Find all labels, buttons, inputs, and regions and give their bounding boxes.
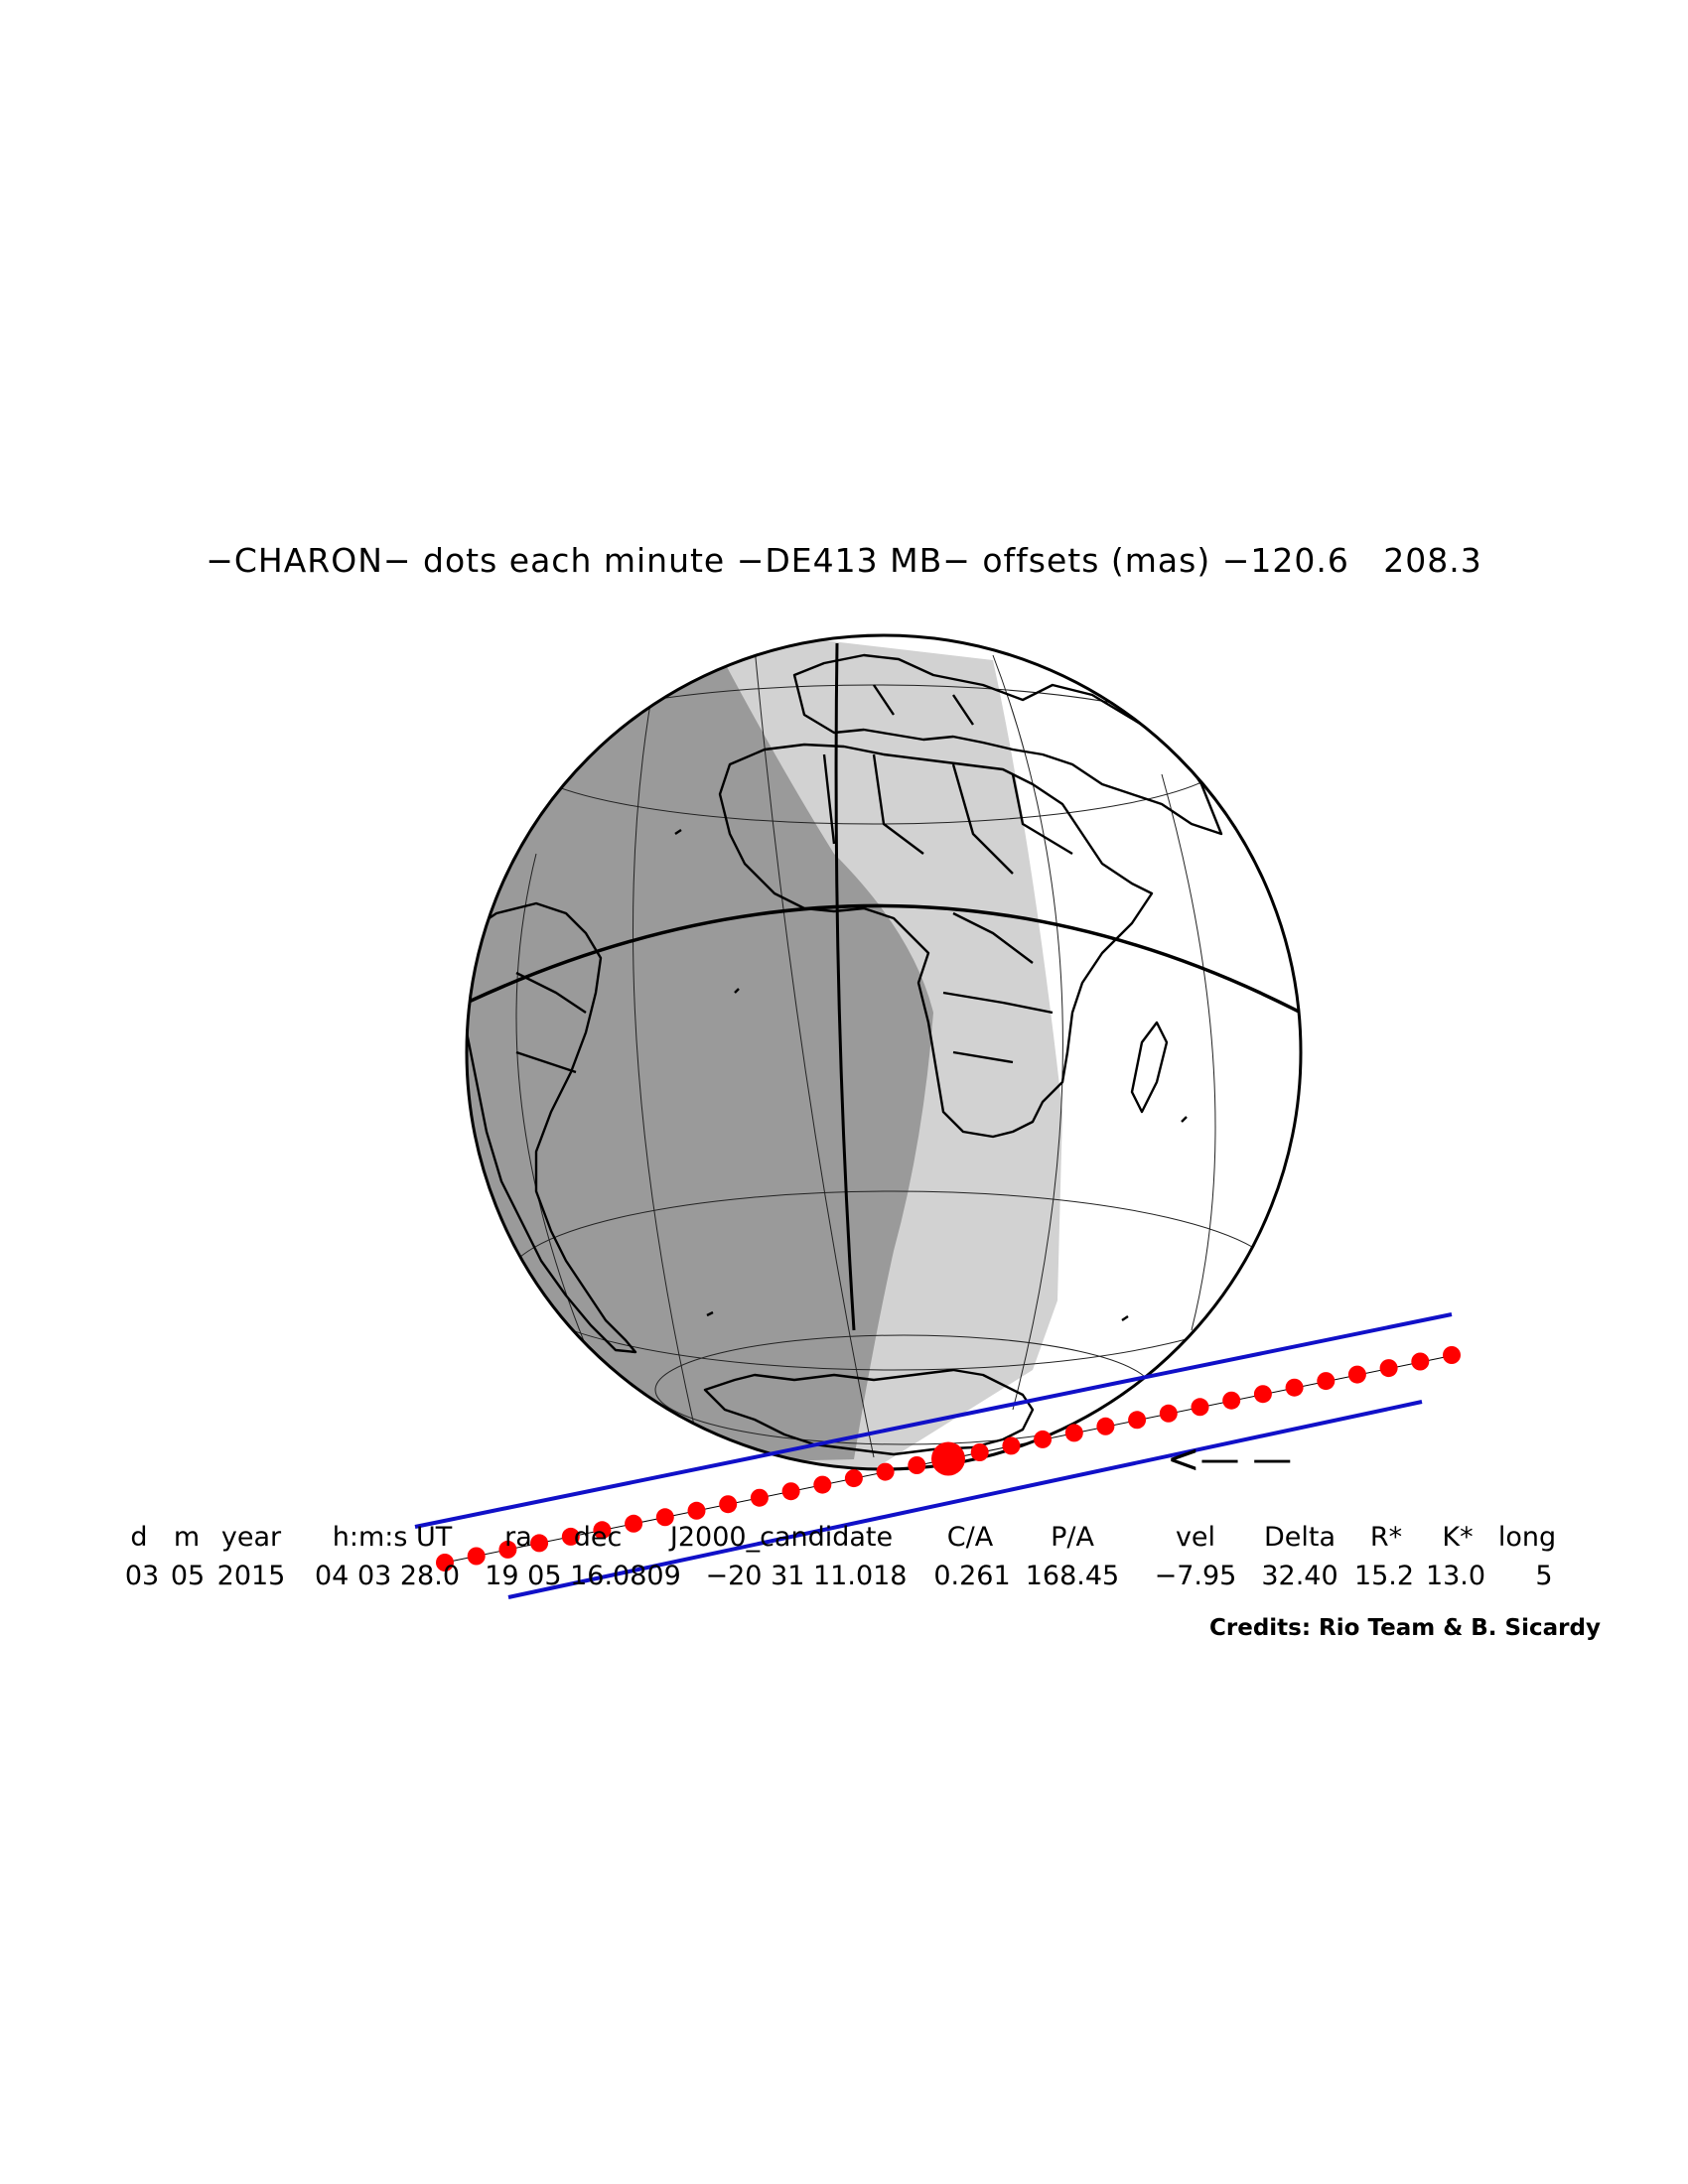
meridian-line (1161, 773, 1216, 1331)
value-year: 2015 (216, 1561, 286, 1591)
track-dot (467, 1547, 486, 1566)
shadow-limit-south (507, 1400, 1423, 1599)
value-ca: 0.261 (933, 1561, 1011, 1591)
track-dot (561, 1527, 580, 1546)
header-ca: C/A (946, 1522, 994, 1553)
value-long: 5 (1535, 1561, 1553, 1591)
header-m: m (173, 1522, 201, 1553)
islands (674, 829, 1188, 1321)
track-dot (1379, 1359, 1398, 1378)
equator-line (467, 903, 1301, 1015)
track-dot (655, 1508, 674, 1527)
value-kstar: 13.0 (1425, 1561, 1486, 1591)
meridian-line (633, 674, 696, 1431)
track-dot (1096, 1417, 1115, 1435)
header-ra: ra (504, 1522, 532, 1553)
track-dot (1191, 1398, 1209, 1417)
header-long: long (1497, 1522, 1557, 1553)
header-pa: P/A (1051, 1522, 1094, 1553)
header-vel: vel (1175, 1522, 1216, 1553)
closest-approach-dot (931, 1441, 965, 1476)
track-dot (750, 1488, 769, 1507)
credits: Credits: Rio Team & B. Sicardy (1209, 1615, 1601, 1641)
table-header-row: d m year h:m:s UT ra dec J2000_candidate… (0, 1522, 1688, 1562)
header-hms: h:m:s UT (332, 1522, 453, 1553)
value-rstar: 15.2 (1353, 1561, 1415, 1591)
track-dot (1253, 1385, 1272, 1404)
track-dot (876, 1462, 895, 1481)
value-vel: −7.95 (1154, 1561, 1237, 1591)
south-america-outline (467, 901, 637, 1354)
track-dot (1285, 1378, 1304, 1397)
meridian-line (992, 654, 1063, 1411)
value-delta: 32.40 (1261, 1561, 1338, 1591)
value-pa: 168.45 (1025, 1561, 1120, 1591)
track-dot (970, 1443, 989, 1461)
track-dot (1317, 1372, 1336, 1391)
track-dot (813, 1475, 832, 1494)
track-dot (1222, 1391, 1241, 1410)
value-ra: 19 05 16.0809 (485, 1561, 681, 1591)
header-delta: Delta (1263, 1522, 1336, 1553)
track-dot (687, 1501, 706, 1520)
greenwich-meridian (834, 642, 856, 1331)
track-dot (1159, 1404, 1178, 1423)
track-dots (436, 1346, 1461, 1571)
night-side (467, 635, 933, 1469)
track-dot (781, 1482, 800, 1501)
track-dot (1411, 1352, 1430, 1371)
header-year: year (220, 1522, 282, 1553)
shadow-path (414, 1312, 1461, 1599)
shadow-limit-north (414, 1312, 1453, 1529)
border-lines (515, 684, 1073, 1074)
track-dot (1347, 1365, 1366, 1384)
value-dec: −20 31 11.018 (705, 1561, 908, 1591)
track-dot (593, 1521, 612, 1540)
africa-outline (718, 743, 1154, 1139)
track-dot (1128, 1411, 1147, 1430)
table-value-row: 03 05 2015 04 03 28.0 19 05 16.0809 −20 … (0, 1561, 1688, 1600)
track-dot (844, 1469, 863, 1488)
track-dot (1064, 1424, 1083, 1442)
track-dot (1034, 1430, 1053, 1448)
track-dot (498, 1540, 517, 1559)
meridian-line (515, 853, 597, 1371)
track-dot (908, 1456, 926, 1474)
header-rstar: R* (1369, 1522, 1403, 1553)
map-title: −CHARON− dots each minute −DE413 MB− off… (206, 541, 1482, 580)
header-d: d (130, 1522, 148, 1553)
continent-outlines (467, 653, 1223, 1456)
value-m: 05 (170, 1561, 206, 1591)
antarctica-outline (703, 1368, 1035, 1456)
madagascar-outline (1130, 1021, 1169, 1114)
meridian-line (754, 646, 875, 1458)
track-dot (1443, 1346, 1461, 1364)
header-j2000: J2000_candidate (669, 1522, 894, 1553)
direction-arrow: <— — (1167, 1436, 1292, 1482)
track-dot (1002, 1436, 1021, 1455)
europe-outline (792, 653, 1223, 836)
track-dot (719, 1495, 738, 1514)
globe (465, 633, 1303, 1471)
header-dec: dec (573, 1522, 623, 1553)
track-dot (625, 1514, 643, 1533)
header-kstar: K* (1442, 1522, 1474, 1553)
track-dot (530, 1534, 549, 1553)
value-hms: 04 03 28.0 (315, 1561, 460, 1591)
value-d: 03 (124, 1561, 160, 1591)
track-dot (436, 1554, 454, 1571)
